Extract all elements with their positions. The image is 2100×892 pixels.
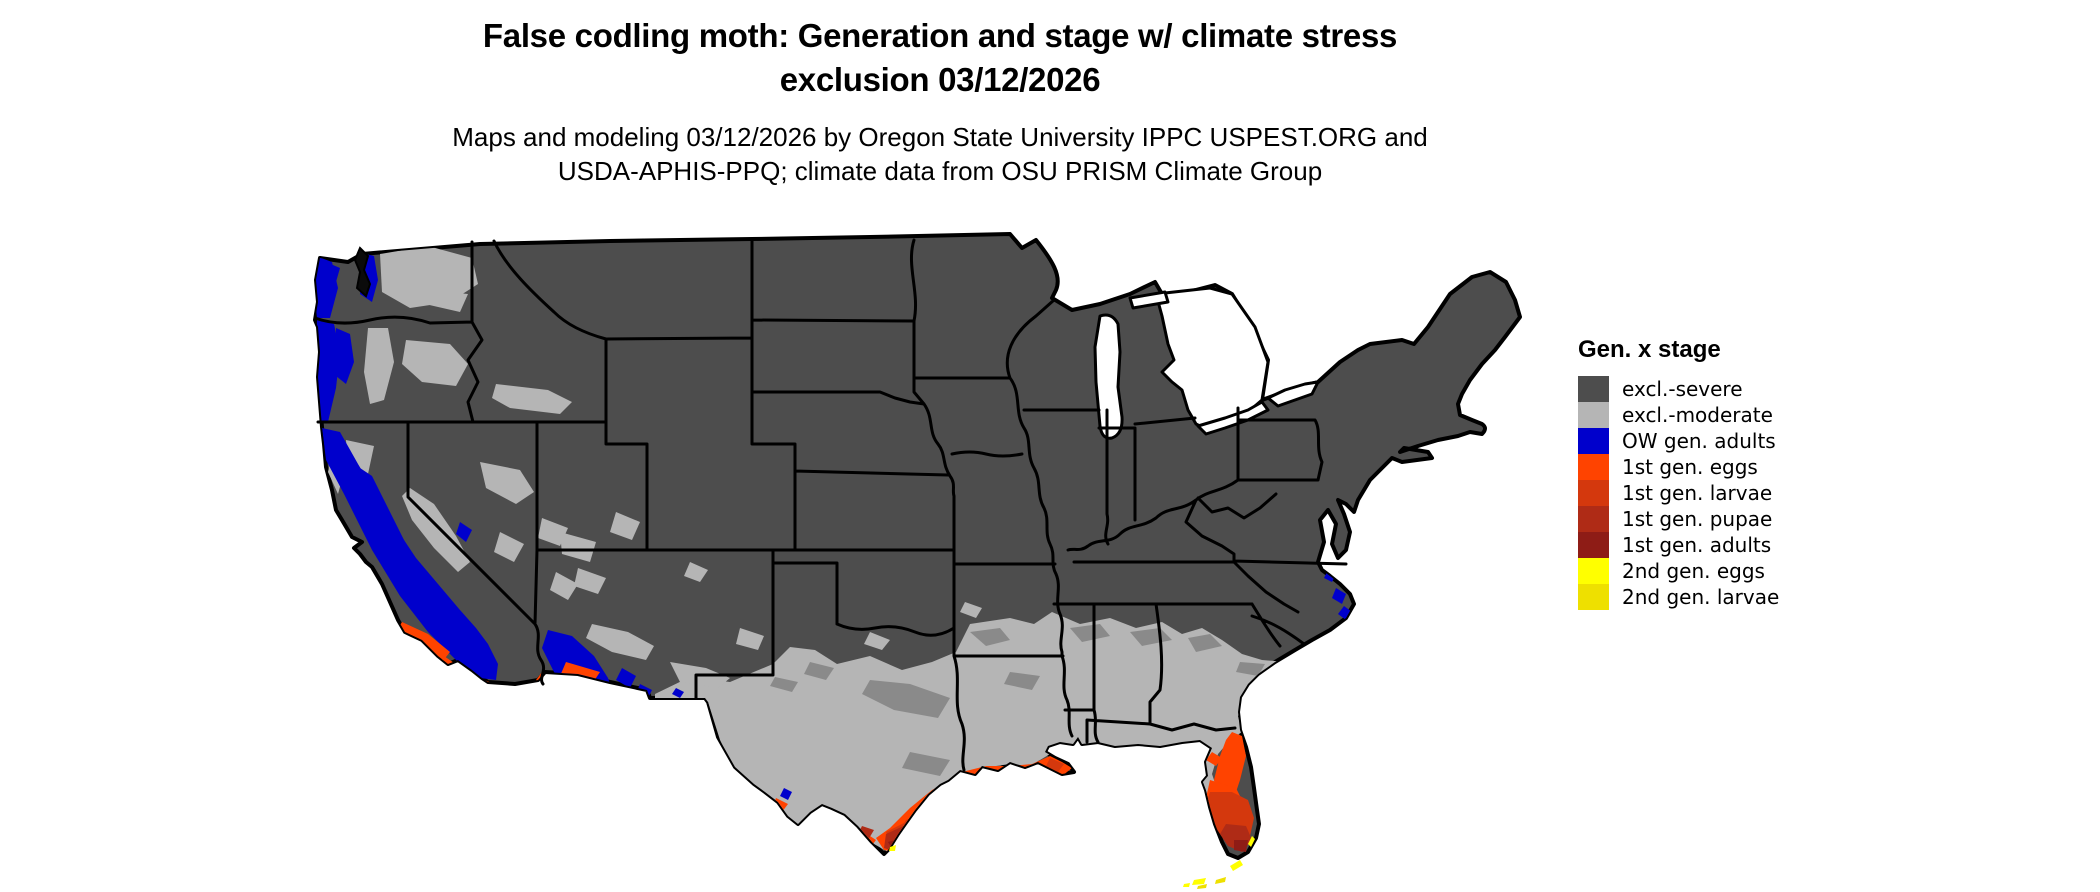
legend-label: 1st gen. eggs — [1622, 455, 1758, 479]
lake-michigan — [1093, 313, 1124, 440]
page-title: False codling moth: Generation and stage… — [0, 14, 1880, 102]
legend-swatch-moderate — [1578, 402, 1609, 428]
title-line-1: False codling moth: Generation and stage… — [482, 17, 1398, 54]
legend-item: 1st gen. eggs — [1578, 454, 1898, 480]
gen2-eggs-zone — [889, 836, 1255, 887]
gen2-zones — [889, 836, 1255, 889]
legend-label: 2nd gen. larvae — [1622, 585, 1780, 609]
subtitle-line-1: Maps and modeling 03/12/2026 by Oregon S… — [452, 122, 1428, 152]
legend-swatch-gen1-pupae — [1578, 506, 1609, 532]
legend-label: 1st gen. larvae — [1622, 481, 1773, 505]
legend-item: 2nd gen. larvae — [1578, 584, 1898, 610]
us-map-svg — [313, 232, 1522, 889]
legend-item: 1st gen. larvae — [1578, 480, 1898, 506]
legend-swatch-gen1-eggs — [1578, 454, 1609, 480]
legend-swatch-severe — [1578, 376, 1609, 402]
legend-item: excl.-moderate — [1578, 402, 1898, 428]
legend-swatch-gen1-larvae — [1578, 480, 1609, 506]
mackinac-strait — [1128, 290, 1170, 310]
gen2-larvae-zone — [1197, 877, 1226, 889]
legend-item: OW gen. adults — [1578, 428, 1898, 454]
legend-item: 2nd gen. eggs — [1578, 558, 1898, 584]
legend-item: excl.-severe — [1578, 376, 1898, 402]
page-subtitle: Maps and modeling 03/12/2026 by Oregon S… — [0, 120, 1880, 188]
us-risk-map — [310, 232, 1560, 892]
legend-item: 1st gen. adults — [1578, 532, 1898, 558]
legend-swatch-ow-adults — [1578, 428, 1609, 454]
moderate-zone — [328, 246, 1310, 852]
legend-swatch-gen2-eggs — [1578, 558, 1609, 584]
subtitle-line-2: USDA-APHIS-PPQ; climate data from OSU PR… — [557, 156, 1323, 186]
legend: Gen. x stage excl.-severe excl.-moderate… — [1578, 336, 1898, 610]
lake-erie — [1196, 400, 1270, 436]
legend-swatch-gen1-adults — [1578, 532, 1609, 558]
legend-title: Gen. x stage — [1578, 336, 1721, 363]
legend-item: 1st gen. pupae — [1578, 506, 1898, 532]
lake-ontario — [1266, 380, 1320, 408]
legend-label: excl.-severe — [1622, 377, 1743, 401]
legend-label: excl.-moderate — [1622, 403, 1773, 427]
title-line-2: exclusion 03/12/2026 — [779, 61, 1101, 98]
puget-sound — [353, 246, 372, 298]
great-lakes — [353, 246, 1320, 440]
legend-label: 1st gen. pupae — [1622, 507, 1773, 531]
legend-label: OW gen. adults — [1622, 429, 1776, 453]
state-borders — [313, 237, 1348, 772]
legend-label: 2nd gen. eggs — [1622, 559, 1765, 583]
legend-label: 1st gen. adults — [1622, 533, 1772, 557]
legend-swatch-gen2-larvae — [1578, 584, 1609, 610]
